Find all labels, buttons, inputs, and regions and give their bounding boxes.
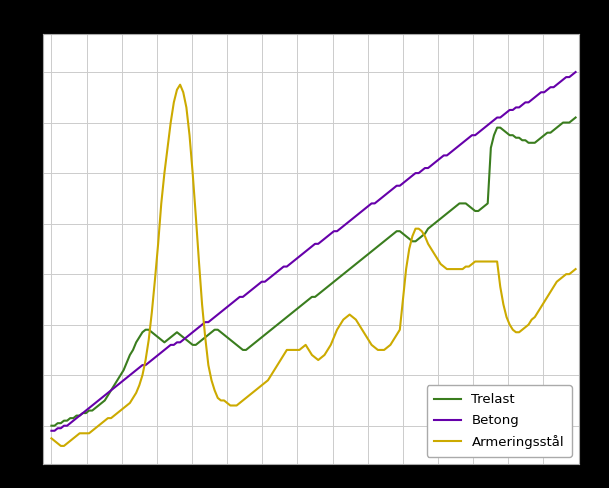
Line: Betong: Betong <box>51 72 576 431</box>
Betong <box>356 211 363 217</box>
Betong <box>465 135 473 141</box>
Armeringsstål <box>352 317 359 323</box>
Armeringsstål <box>233 403 241 408</box>
Trelast <box>356 259 363 264</box>
Armeringsstål <box>57 443 65 449</box>
Trelast <box>48 423 55 428</box>
Trelast <box>465 203 473 209</box>
Armeringsstål <box>48 435 55 441</box>
Trelast <box>227 337 234 343</box>
Trelast <box>572 115 579 121</box>
Betong <box>199 322 206 327</box>
Armeringsstål <box>205 362 212 368</box>
Line: Trelast: Trelast <box>51 118 576 426</box>
Armeringsstål <box>471 259 479 264</box>
Trelast <box>346 266 353 272</box>
Armeringsstål <box>572 266 579 272</box>
Trelast <box>142 327 149 333</box>
Line: Armeringsstål: Armeringsstål <box>51 85 576 446</box>
Betong <box>48 428 55 434</box>
Betong <box>572 69 579 75</box>
Betong <box>142 362 149 368</box>
Legend: Trelast, Betong, Armeringsstål: Trelast, Betong, Armeringsstål <box>426 386 572 457</box>
Betong <box>227 302 234 307</box>
Armeringsstål <box>145 337 152 343</box>
Armeringsstål <box>177 82 184 88</box>
Armeringsstål <box>362 332 369 338</box>
Trelast <box>199 337 206 343</box>
Betong <box>346 218 353 224</box>
